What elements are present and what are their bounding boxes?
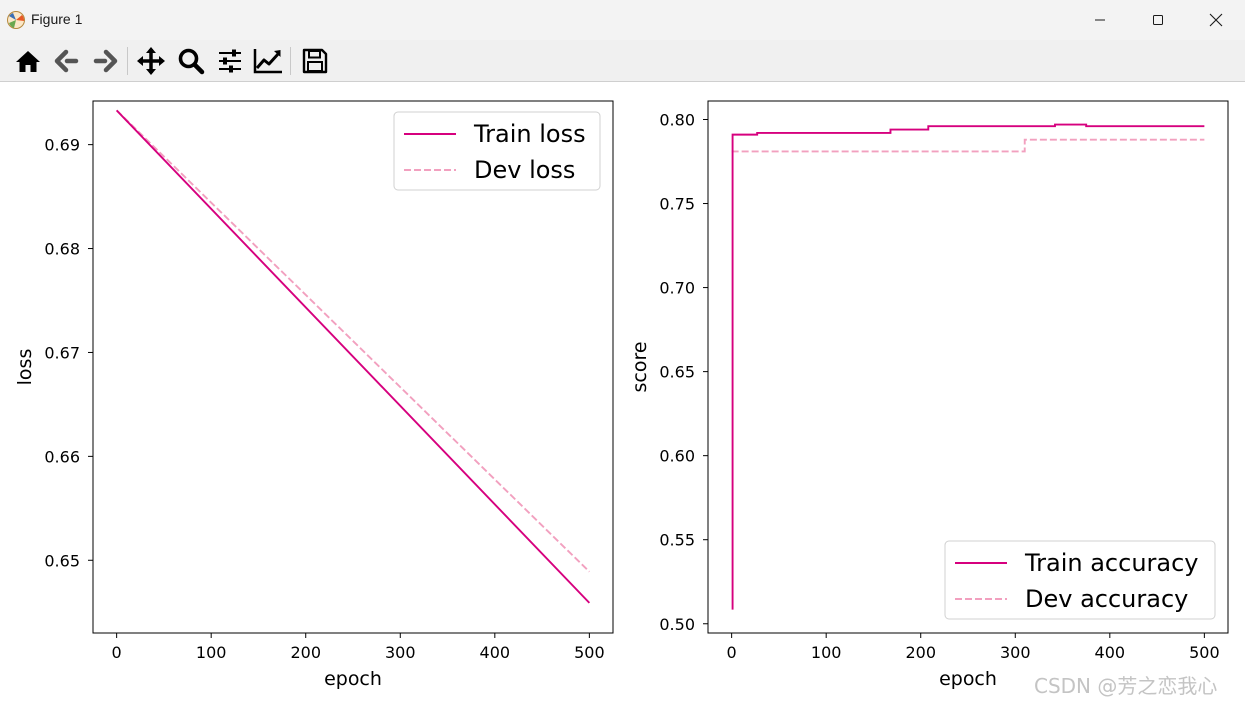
series-line-dev-loss [115, 109, 591, 573]
y-tick-label: 0.70 [659, 279, 695, 298]
y-tick-label: 0.60 [659, 447, 695, 466]
legend-label: Train loss [473, 120, 586, 148]
x-tick-label: 500 [574, 643, 605, 662]
legend-label: Dev loss [474, 156, 575, 184]
home-icon [16, 51, 40, 72]
x-axis-label: epoch [324, 668, 382, 690]
edit-axes-button[interactable] [251, 44, 285, 78]
maximize-button[interactable] [1129, 0, 1187, 40]
x-tick-label: 0 [727, 643, 737, 662]
legend-label: Train accuracy [1024, 549, 1199, 577]
save-button[interactable] [298, 44, 332, 78]
y-tick-label: 0.50 [659, 615, 695, 634]
watermark-text: CSDN @芳之恋我心 [1034, 674, 1218, 698]
close-button[interactable] [1187, 0, 1245, 40]
minimize-button[interactable] [1071, 0, 1129, 40]
maximize-icon [1153, 15, 1163, 25]
x-tick-label: 0 [112, 643, 122, 662]
pan-button[interactable] [134, 44, 168, 78]
x-tick-label: 300 [1000, 643, 1031, 662]
legend: Train accuracy Dev accuracy [944, 540, 1216, 620]
forward-button[interactable] [88, 44, 122, 78]
series-line-train-accuracy [731, 123, 1205, 610]
arrow-left-icon [54, 49, 79, 73]
close-icon [1209, 13, 1223, 27]
series-line-train-loss [115, 109, 591, 604]
window-titlebar: Figure 1 [0, 0, 1245, 40]
y-tick-label: 0.65 [659, 363, 695, 382]
y-tick-label: 0.55 [659, 531, 695, 550]
axes-frame [707, 100, 1229, 634]
y-axis-label: score [629, 341, 651, 392]
chart-2: 0 100 200 300 400 500 0.50 0.55 0.60 0.65 0.70 0.75… [629, 100, 1229, 690]
y-axis-label: loss [14, 349, 36, 386]
y-tick-label: 0.68 [44, 240, 80, 259]
y-tick-label: 0.66 [44, 447, 80, 466]
toolbar-separator [127, 47, 128, 75]
legend: Train loss Dev loss [393, 111, 601, 191]
navigation-toolbar [0, 40, 1245, 82]
configure-subplots-button[interactable] [213, 44, 247, 78]
floppy-disk-icon [302, 48, 328, 74]
y-tick-label: 0.69 [44, 136, 80, 155]
x-axis-label: epoch [939, 668, 997, 690]
y-tick-label: 0.75 [659, 195, 695, 214]
minimize-icon [1095, 19, 1105, 21]
sliders-icon [219, 49, 241, 73]
move-icon [137, 47, 165, 75]
home-button[interactable] [11, 44, 45, 78]
window-title: Figure 1 [31, 11, 83, 27]
x-tick-label: 300 [385, 643, 416, 662]
y-tick-label: 0.67 [44, 343, 80, 362]
chart-1: 0 100 200 300 400 500 0.65 0.66 0.67 0.68 0.69 epoc… [14, 100, 614, 690]
toolbar-separator [290, 47, 291, 75]
x-tick-label: 100 [196, 643, 227, 662]
x-tick-label: 100 [811, 643, 842, 662]
axes-frame [92, 100, 614, 634]
x-tick-label: 200 [290, 643, 321, 662]
legend-box [944, 540, 1216, 620]
x-tick-label: 400 [480, 643, 511, 662]
x-tick-label: 500 [1189, 643, 1220, 662]
figure-canvas[interactable]: 0 100 200 300 400 500 0.65 0.66 0.67 0.68 0.69 epoc… [0, 82, 1245, 702]
line-chart-icon [253, 49, 282, 74]
magnifier-icon [178, 48, 205, 75]
app-icon [6, 10, 26, 30]
legend-label: Dev accuracy [1025, 585, 1188, 613]
y-tick-label: 0.80 [659, 110, 695, 129]
x-tick-label: 200 [905, 643, 936, 662]
series-line-dev-accuracy [731, 138, 1205, 153]
back-button[interactable] [50, 44, 84, 78]
arrow-right-icon [93, 49, 118, 73]
y-tick-label: 0.65 [44, 551, 80, 570]
x-tick-label: 400 [1095, 643, 1126, 662]
zoom-button[interactable] [174, 44, 208, 78]
